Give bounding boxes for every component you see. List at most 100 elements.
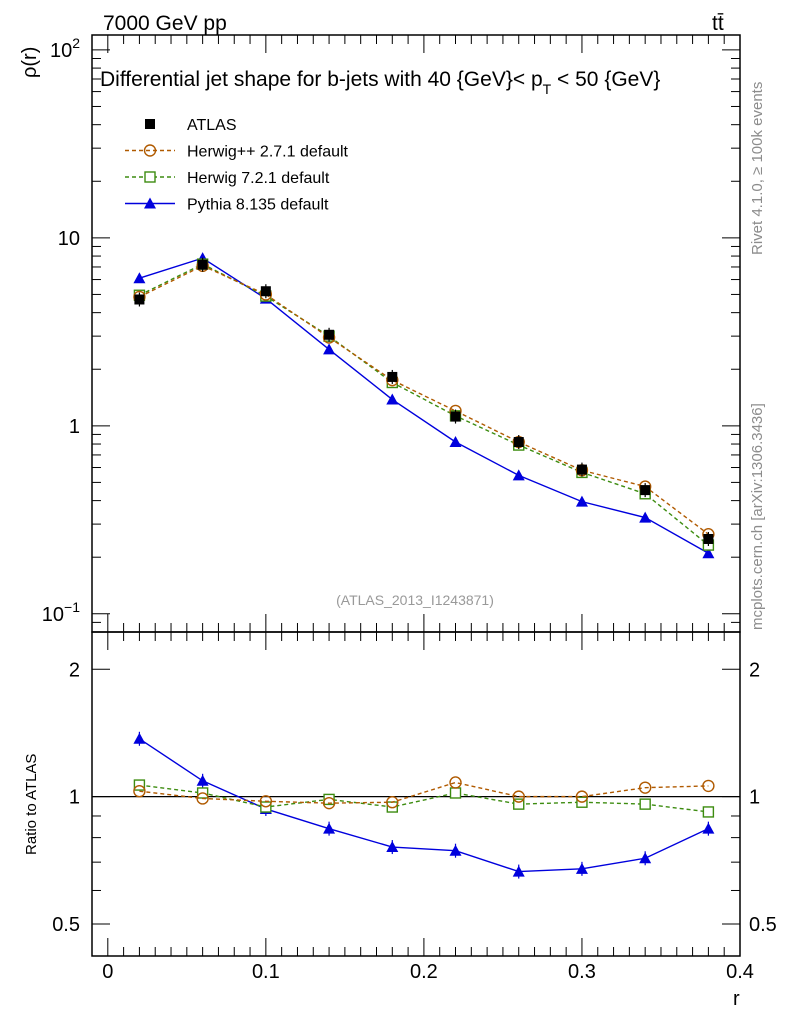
ratio-point-herwig-2-7-1-default (449, 776, 462, 789)
point-atlas (260, 286, 271, 297)
ratio-point-pythia-8-135-default (386, 841, 399, 853)
ratio-ytick-label: 0.5 (52, 914, 80, 936)
series-herwig-2-7-1-default (133, 259, 715, 541)
main-ytick-label: 102 (50, 35, 80, 62)
main-ytick-label: 10 (58, 228, 80, 250)
series-herwig-7-2-1-default (133, 258, 715, 551)
point-pythia-8-135-default (133, 272, 146, 284)
ratio-ylabel: Ratio to ATLAS (23, 754, 40, 855)
ratio-point-herwig-7-2-1-default (323, 793, 335, 806)
analysis-watermark: (ATLAS_2013_I1243871) (336, 592, 494, 608)
point-pythia-8-135-default (575, 495, 588, 507)
ratio-point-herwig-7-2-1-default (449, 787, 462, 799)
ratio-point-herwig-2-7-1-default (575, 790, 589, 803)
ratio-ytick-label-right: 1 (749, 787, 760, 809)
main-axis-ticks: 102 10 1 10−1 (42, 35, 741, 633)
ratio-point-herwig-7-2-1-default (639, 798, 651, 810)
point-pythia-8-135-default (449, 436, 462, 448)
main-ytick-label: 10−1 (42, 599, 80, 626)
ratio-line-herwig-7-2-1-default (139, 784, 709, 813)
point-atlas (450, 411, 461, 422)
chart-title-main: Differential jet shape for b-jets with 4… (100, 68, 543, 91)
point-pythia-8-135-default (386, 393, 399, 405)
point-pythia-8-135-default (639, 511, 652, 523)
ratio-point-pythia-8-135-default (575, 862, 588, 874)
main-ytick-label: 1 (69, 416, 80, 438)
ratio-ytick-label-right: 0.5 (749, 914, 777, 936)
ratio-frame (91, 631, 741, 957)
legend-item-herwig-2-7-1-default: Herwig++ 2.7.1 default (125, 144, 349, 161)
ratio-point-herwig-2-7-1-default (512, 790, 525, 803)
legend-marker (143, 144, 157, 157)
ratio-point-pythia-8-135-default (512, 865, 525, 877)
ratio-ytick-label: 1 (69, 787, 80, 809)
legend-item-atlas: ATLAS (145, 117, 237, 134)
series-atlas (134, 257, 714, 546)
ratio-point-pythia-8-135-default (133, 732, 146, 744)
legend: ATLAS Herwig++ 2.7.1 default Herwig 7.2.1 … (125, 117, 349, 214)
chart-title-end: < 50 {GeV} (551, 68, 660, 91)
ratio-panel: 2 2 1 1 0.5 0.5 0 0.1 0.2 0.3 0.4 Ratio to ATLAS r (23, 631, 777, 1010)
ratio-series-pythia-8-135-default (133, 731, 715, 879)
main-series (133, 252, 715, 559)
ratio-point-herwig-2-7-1-default (196, 792, 209, 805)
energy-label: 7000 GeV pp (103, 12, 227, 35)
point-atlas (134, 294, 145, 305)
legend-marker (144, 197, 156, 209)
legend-label: Herwig++ 2.7.1 default (187, 144, 349, 161)
point-pythia-8-135-default (512, 469, 525, 481)
ratio-point-pythia-8-135-default (702, 822, 715, 834)
ratio-xtick-label: 0.2 (410, 961, 438, 983)
point-pythia-8-135-default (702, 547, 715, 559)
legend-item-herwig-7-2-1-default: Herwig 7.2.1 default (125, 170, 330, 187)
ratio-point-pythia-8-135-default (196, 774, 209, 786)
point-atlas (324, 329, 335, 340)
ratio-point-herwig-2-7-1-default (322, 796, 336, 810)
legend-label: Herwig 7.2.1 default (187, 170, 330, 187)
chart-title-subscript: T (543, 81, 552, 97)
main-panel: 102 10 1 10−1 ρ(r) Differential jet shape f… (19, 34, 741, 633)
series-line-herwig-7-2-1-default (139, 263, 709, 546)
legend-marker (144, 171, 156, 183)
ratio-point-pythia-8-135-default (639, 852, 652, 864)
mcplots-label: mcplots.cern.ch [arXiv:1306.3436] (749, 403, 766, 630)
ratio-point-pythia-8-135-default (323, 822, 336, 834)
ratio-series-herwig-7-2-1-default (133, 779, 715, 818)
chart-title: Differential jet shape for b-jets with 4… (100, 68, 660, 97)
main-ylabel: ρ(r) (19, 47, 41, 78)
legend-label: Pythia 8.135 default (187, 197, 329, 214)
ratio-point-herwig-2-7-1-default (638, 781, 652, 794)
ratio-xtick-label: 0.1 (252, 961, 280, 983)
ratio-ytick-label-right: 2 (749, 659, 760, 681)
ratio-point-pythia-8-135-default (449, 844, 462, 856)
ratio-xtick-label: 0.4 (726, 961, 754, 983)
rivet-version-label: Rivet 4.1.0, ≥ 100k events (749, 82, 766, 255)
point-atlas (387, 371, 398, 382)
legend-label: ATLAS (187, 117, 237, 134)
ratio-point-herwig-2-7-1-default (702, 779, 715, 793)
process-label: tt̄ (712, 12, 724, 35)
point-pythia-8-135-default (323, 343, 336, 355)
ratio-xlabel: r (733, 988, 740, 1010)
point-atlas (576, 464, 587, 475)
ratio-point-herwig-7-2-1-default (513, 798, 525, 810)
legend-marker (145, 119, 155, 129)
series-pythia-8-135-default (133, 252, 715, 559)
series-line-herwig-2-7-1-default (139, 265, 709, 535)
ratio-xtick-label: 0.3 (568, 961, 596, 983)
ratio-ytick-label: 2 (69, 659, 80, 681)
ratio-point-herwig-2-7-1-default (133, 784, 146, 798)
point-atlas (703, 533, 714, 544)
ratio-point-herwig-7-2-1-default (702, 806, 715, 818)
ratio-point-herwig-2-7-1-default (259, 795, 273, 808)
ratio-line-pythia-8-135-default (139, 738, 709, 873)
ratio-series (133, 731, 715, 879)
point-atlas (513, 437, 524, 448)
point-atlas (197, 259, 208, 270)
ratio-series-herwig-2-7-1-default (133, 776, 715, 810)
legend-item-pythia-8-135-default: Pythia 8.135 default (125, 197, 329, 214)
point-atlas (640, 485, 651, 496)
series-line-pythia-8-135-default (139, 257, 709, 554)
ratio-line-herwig-2-7-1-default (139, 781, 709, 804)
